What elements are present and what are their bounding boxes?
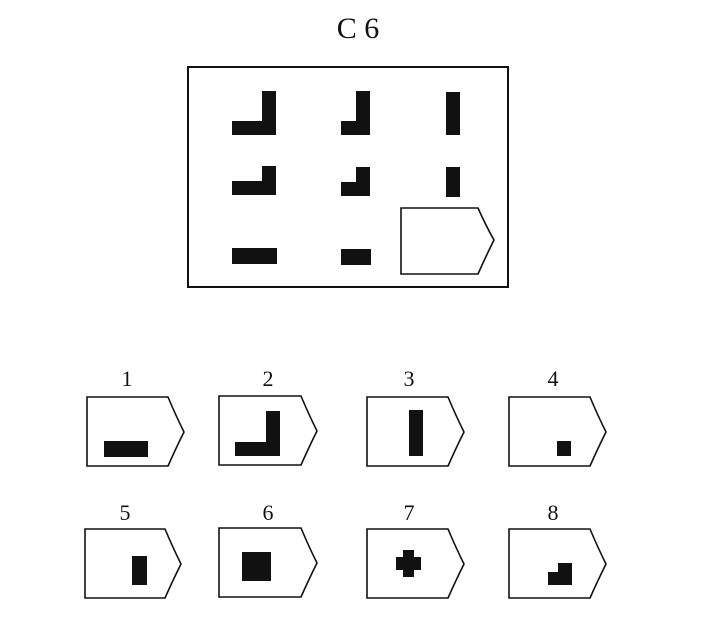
option-7-label: 7 [404,500,415,525]
option-4-label: 4 [548,366,559,391]
option-5-label: 5 [120,500,131,525]
matrix-cell-4 [232,166,276,195]
matrix-cell-8 [341,249,371,265]
option-3-label: 3 [404,366,415,391]
option-2-label: 2 [263,366,274,391]
option-2[interactable]: 2 [218,366,318,466]
matrix-cell-1 [232,91,276,135]
option-3[interactable]: 3 [366,366,465,467]
matrix-cell-3 [446,92,460,135]
option-6-label: 6 [263,500,274,525]
matrix-cell-5 [341,167,370,196]
option-6[interactable]: 6 [218,500,318,598]
matrix-cell-2 [341,91,370,135]
option-8[interactable]: 8 [508,500,607,599]
option-5[interactable]: 5 [84,500,182,599]
matrix-cell-7 [232,248,277,264]
option-7[interactable]: 7 [366,500,465,599]
option-4[interactable]: 4 [508,366,607,467]
puzzle-title: C 6 [337,12,380,45]
option-1-label: 1 [122,366,133,391]
option-8-label: 8 [548,500,559,525]
matrix-cell-9-answer-slot [400,207,495,275]
matrix-cell-6 [446,167,460,197]
option-1[interactable]: 1 [86,366,185,467]
